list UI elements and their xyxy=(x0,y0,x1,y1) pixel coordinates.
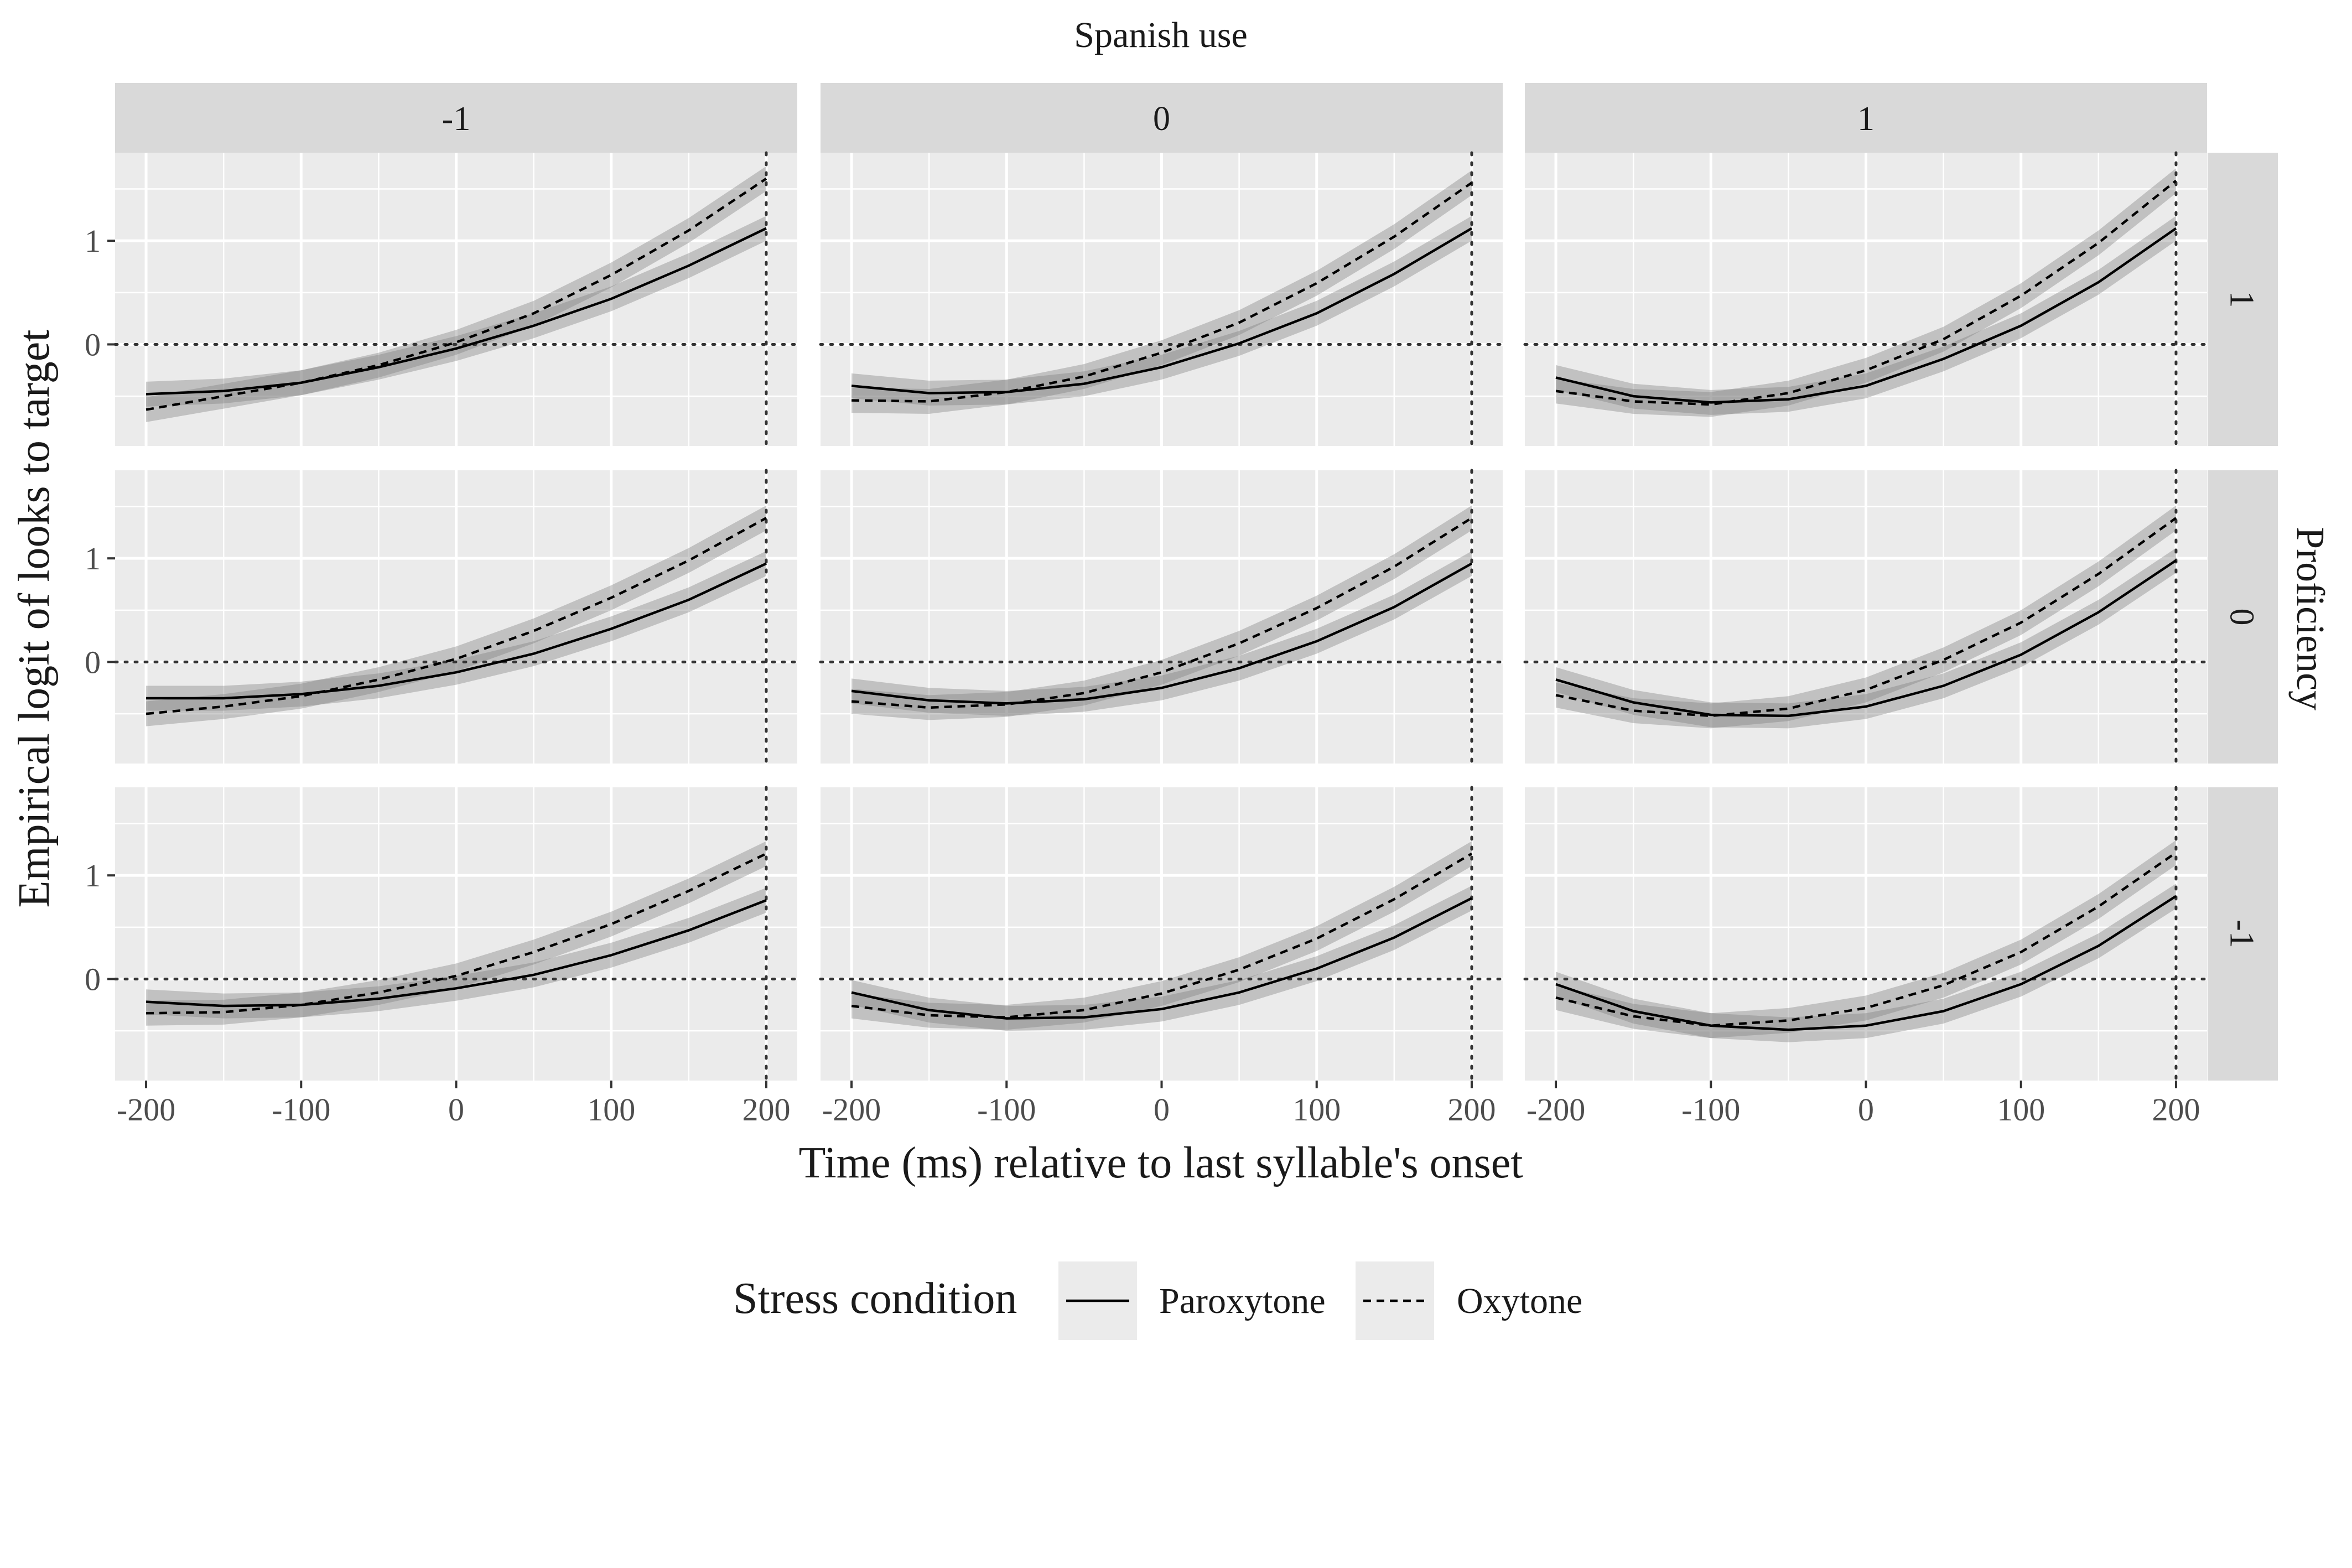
x-tick-label: -100 xyxy=(977,1092,1036,1128)
x-tick-label: -100 xyxy=(1681,1092,1740,1128)
x-tick-label: 200 xyxy=(742,1092,790,1128)
row-strip-bg-1 xyxy=(2208,470,2278,764)
x-axis-title: Time (ms) relative to last syllable's on… xyxy=(798,1139,1523,1187)
series-line-paroxytone xyxy=(851,227,1473,394)
ci-band-oxytone xyxy=(1556,840,2176,1039)
col-strip-label-2: 1 xyxy=(1857,100,1875,138)
series-line-paroxytone xyxy=(146,562,767,700)
panel-row--1-col-1: -200 -100 0 100 200 xyxy=(1523,786,2209,1128)
series-line-paroxytone xyxy=(1555,559,2177,718)
y-tick-label: 1 xyxy=(85,541,101,577)
ci-band-oxytone xyxy=(1556,505,2176,729)
legend: Stress condition Paroxytone Oxytone xyxy=(733,1261,1582,1340)
row-strip-label-0: 1 xyxy=(2223,291,2261,308)
series-line-paroxytone xyxy=(146,227,767,396)
series-line-oxytone xyxy=(851,852,1473,1019)
y-tick-label: 0 xyxy=(85,961,101,997)
row-strip-label-1: 0 xyxy=(2223,609,2261,626)
x-tick-label: -200 xyxy=(1527,1092,1585,1128)
ci-band-paroxytone xyxy=(1556,884,2176,1042)
y-tick-label: 1 xyxy=(85,223,101,259)
ci-band-paroxytone xyxy=(146,216,766,407)
x-tick-label: 0 xyxy=(448,1092,464,1128)
row-strip-bg-0 xyxy=(2208,153,2278,446)
ci-band-oxytone xyxy=(146,505,766,726)
facet-col-title: Spanish use xyxy=(1074,15,1248,55)
x-tick-label: 0 xyxy=(1858,1092,1874,1128)
legend-title: Stress condition xyxy=(733,1274,1017,1323)
x-tick-label: -200 xyxy=(822,1092,881,1128)
ci-band-oxytone xyxy=(852,170,1472,414)
y-axis-title: Empirical logit of looks to target xyxy=(10,330,59,908)
col-strip-bg-0 xyxy=(115,83,797,153)
series-line-oxytone xyxy=(146,177,767,411)
series-line-paroxytone xyxy=(851,562,1473,705)
row-strip-label-2: -1 xyxy=(2223,920,2261,948)
series-line-paroxytone xyxy=(851,897,1472,1020)
facet-row-title: Proficiency xyxy=(2288,527,2333,710)
x-tick-label: 0 xyxy=(1154,1092,1170,1128)
x-tick-label: 200 xyxy=(1447,1092,1496,1128)
series-line-paroxytone xyxy=(1555,895,2177,1031)
series-line-oxytone xyxy=(146,852,767,1015)
panel-row-0-col--1: 01 xyxy=(85,469,799,765)
x-tick-label: -200 xyxy=(117,1092,175,1128)
ci-band-paroxytone xyxy=(146,551,766,711)
series-line-oxytone xyxy=(1555,179,2177,406)
ci-band-oxytone xyxy=(852,841,1472,1030)
panel-row-1-col-0 xyxy=(819,151,1504,448)
ci-band-oxytone xyxy=(146,166,766,422)
y-tick-label: 0 xyxy=(85,644,101,680)
panel-row--1-col-0: -200 -100 0 100 200 xyxy=(819,786,1504,1128)
series-line-oxytone xyxy=(1555,517,2177,718)
ci-band-paroxytone xyxy=(852,885,1472,1031)
panel-row-1-col-1 xyxy=(1523,151,2209,448)
legend-label-oxytone: Oxytone xyxy=(1457,1281,1582,1321)
x-tick-label: -100 xyxy=(272,1092,330,1128)
panel-row-0-col-1 xyxy=(1523,469,2209,765)
col-strip-bg-1 xyxy=(821,83,1503,153)
col-strip-label-1: 0 xyxy=(1153,100,1170,138)
legend-label-paroxytone: Paroxytone xyxy=(1159,1281,1326,1321)
ci-band-paroxytone xyxy=(1556,216,2176,415)
y-tick-label: 1 xyxy=(85,858,101,894)
panel-row-0-col-0 xyxy=(819,469,1504,765)
series-line-oxytone xyxy=(852,181,1473,403)
series-line-paroxytone xyxy=(1555,227,2177,404)
x-tick-label: 100 xyxy=(1292,1092,1341,1128)
x-tick-label: 200 xyxy=(2152,1092,2200,1128)
y-tick-label: 0 xyxy=(85,326,101,362)
col-strip-bg-2 xyxy=(1525,83,2207,153)
panel-row--1-col--1: 0 1 -200 -100 0 100 200 xyxy=(85,786,799,1128)
x-tick-label: 100 xyxy=(1997,1092,2045,1128)
x-tick-label: 100 xyxy=(587,1092,635,1128)
ci-band-oxytone xyxy=(146,841,766,1026)
panel-row-1-col--1: 01 xyxy=(85,151,799,448)
col-strip-label-0: -1 xyxy=(442,100,471,138)
row-strip-bg-2 xyxy=(2208,787,2278,1081)
series-line-paroxytone xyxy=(146,899,767,1008)
